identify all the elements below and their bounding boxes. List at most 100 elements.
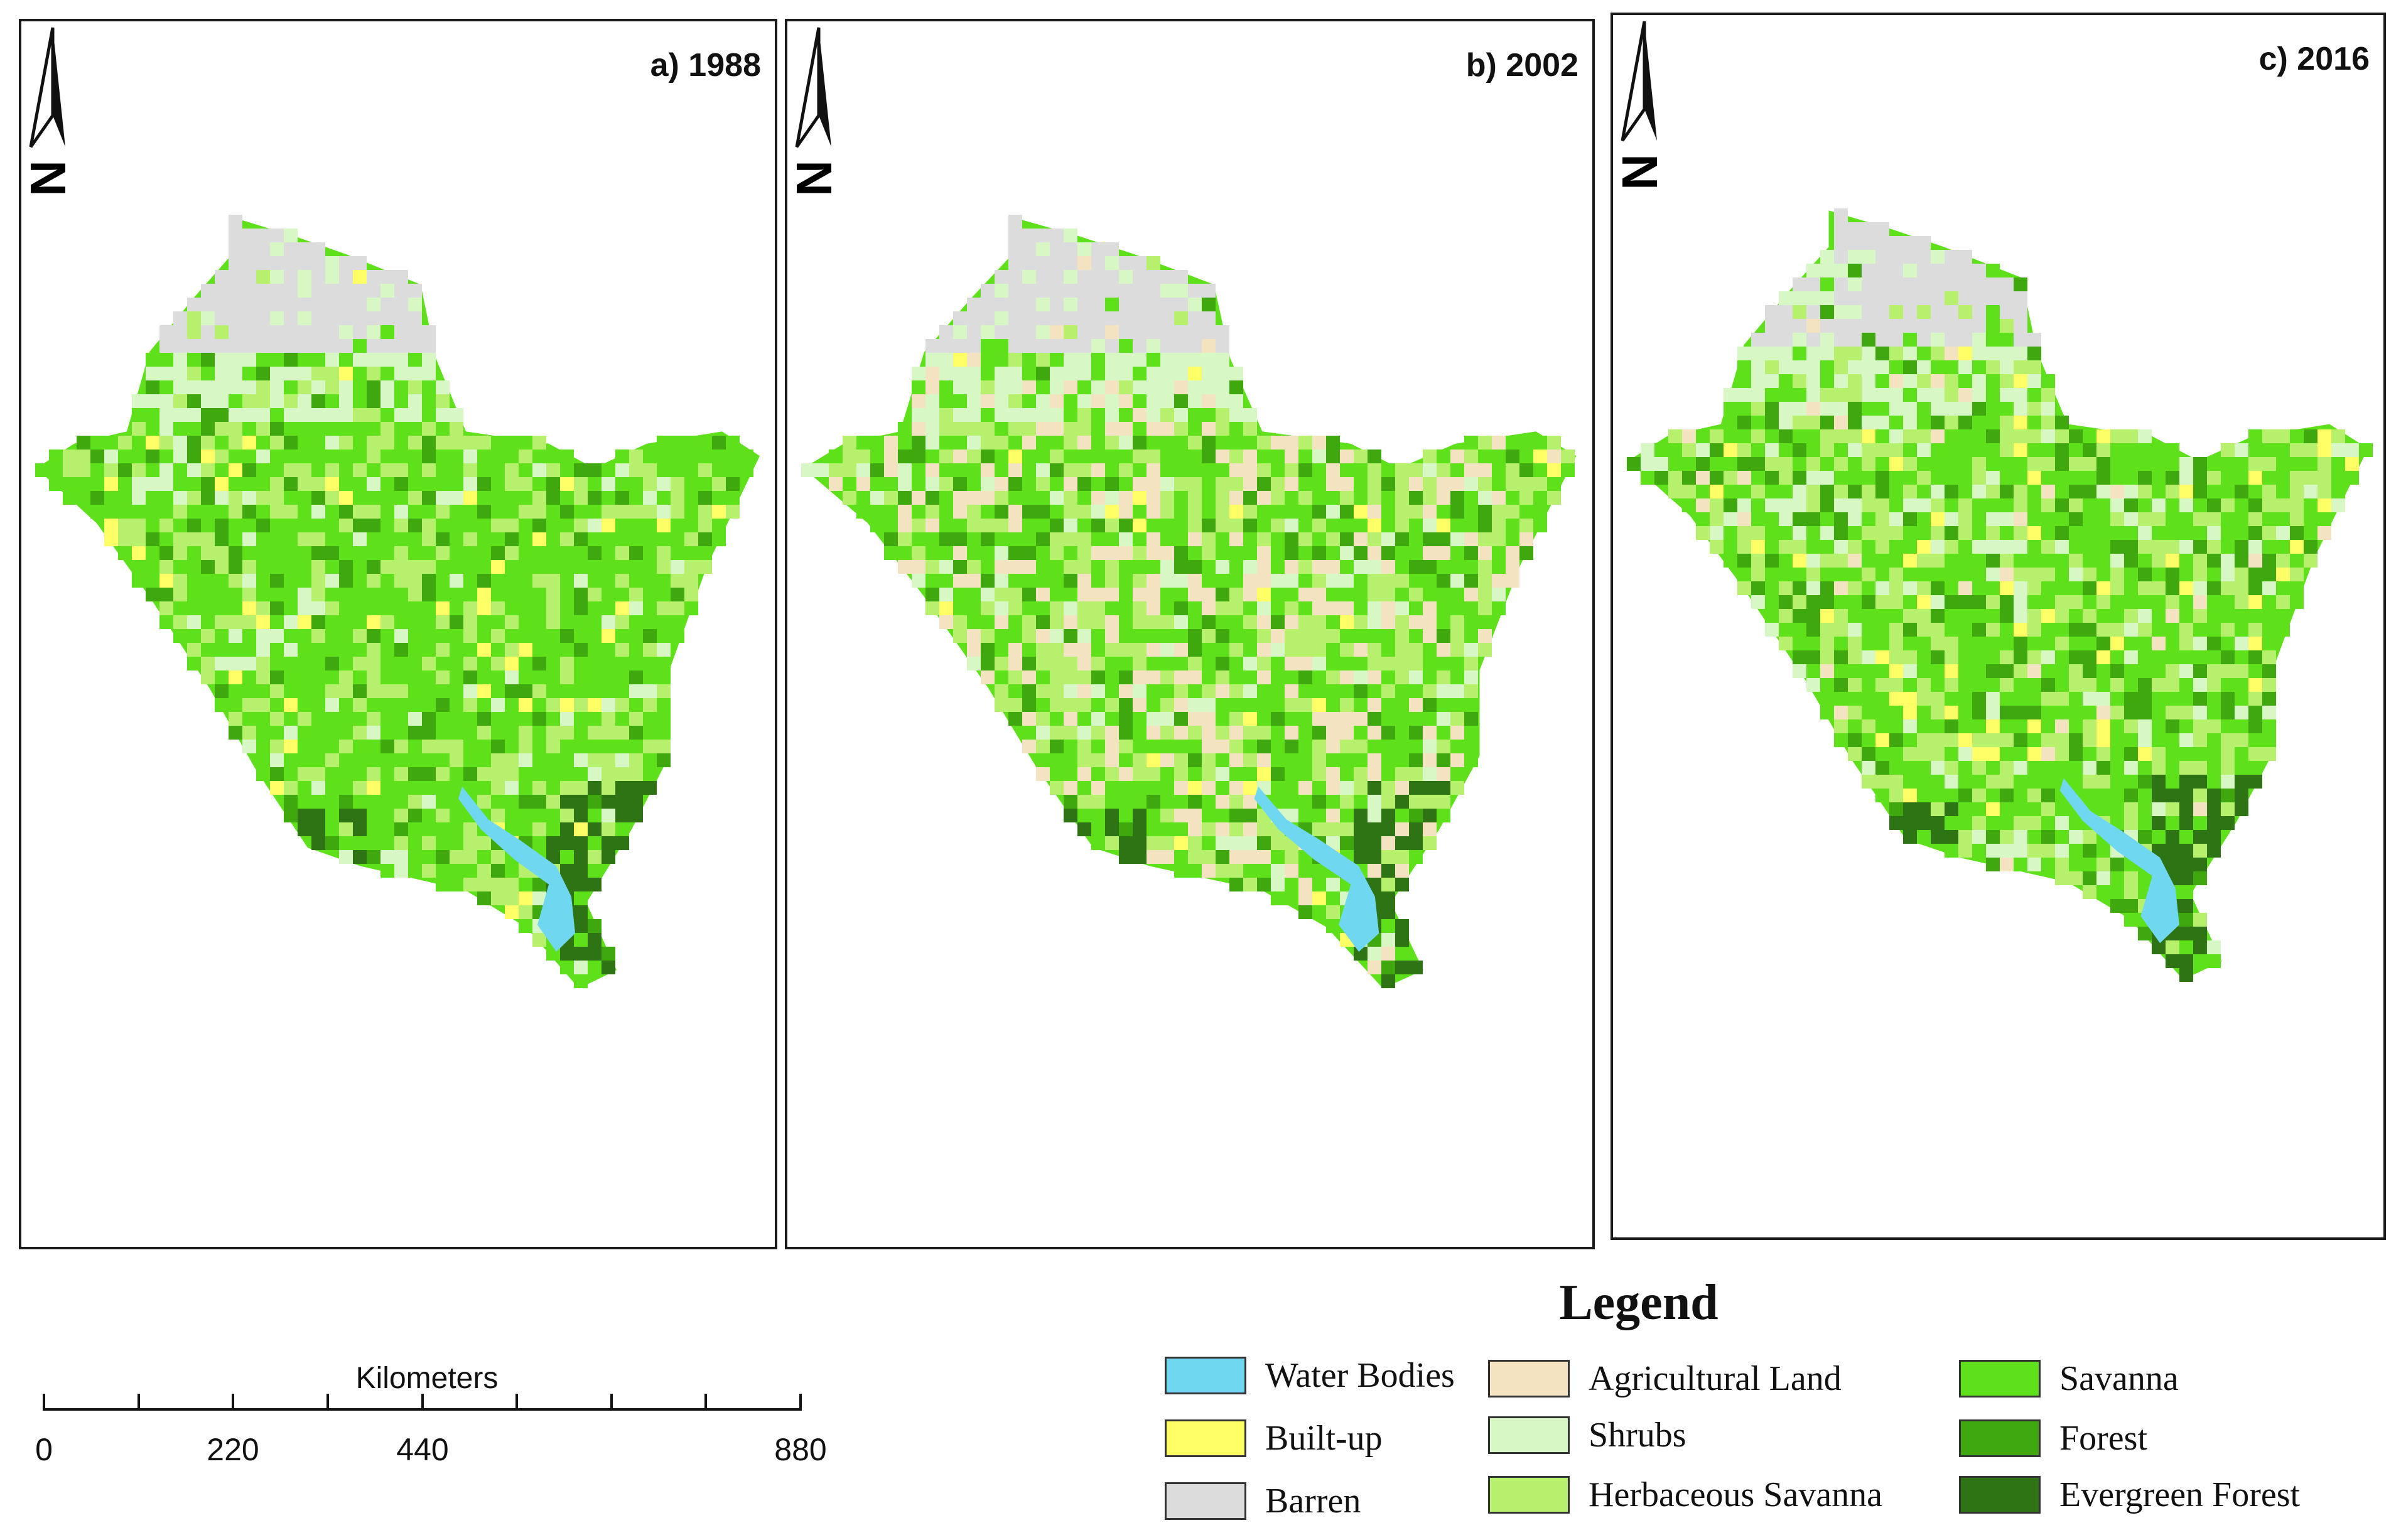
land-cover-cell (615, 740, 629, 753)
land-cover-cell (1931, 789, 1945, 802)
land-cover-cell (1862, 236, 1875, 250)
land-cover-cell (1188, 850, 1202, 864)
land-cover-cell (477, 629, 491, 643)
land-cover-cell (2345, 443, 2359, 457)
land-cover-cell (519, 684, 532, 698)
land-cover-cell (2096, 733, 2110, 747)
land-cover-cell (367, 463, 380, 477)
land-cover-cell (671, 463, 684, 477)
land-cover-cell (1958, 333, 1972, 347)
land-cover-cell (1779, 526, 1793, 540)
land-cover-cell (1395, 809, 1409, 822)
land-cover-cell (394, 519, 408, 532)
land-cover-cell (256, 698, 270, 712)
land-cover-cell (1958, 581, 1972, 595)
land-cover-cell (1737, 540, 1751, 554)
land-cover-cell (505, 532, 519, 546)
land-cover-cell (1298, 726, 1312, 740)
land-cover-cell (1958, 347, 1972, 360)
land-cover-cell (367, 380, 380, 394)
land-cover-cell (1050, 698, 1064, 712)
land-cover-cell (1174, 546, 1188, 560)
land-cover-cell (463, 836, 477, 850)
land-cover-cell (1506, 574, 1519, 588)
land-cover-cell (1008, 670, 1022, 684)
land-cover-cell (1958, 637, 1972, 650)
land-cover-cell (1229, 380, 1243, 394)
land-cover-cell (284, 242, 298, 256)
land-cover-cell (2207, 498, 2221, 512)
land-cover-cell (1105, 615, 1119, 629)
land-cover-cell (201, 505, 215, 519)
land-cover-cell (2248, 706, 2262, 719)
land-cover-cell (1202, 505, 1216, 519)
land-cover-cell (2235, 678, 2248, 692)
land-cover-cell (588, 505, 602, 519)
land-cover-cell (657, 463, 671, 477)
land-cover-cell (2083, 568, 2096, 581)
land-cover-cell (1188, 325, 1202, 339)
land-cover-cell (1202, 353, 1216, 367)
land-cover-cell (229, 477, 242, 491)
land-cover-cell (1395, 601, 1409, 615)
land-cover-cell (1848, 540, 1862, 554)
land-cover-cell (408, 546, 422, 560)
land-cover-cell (1077, 367, 1091, 380)
land-cover-cell (1917, 402, 1931, 416)
land-cover-cell (380, 519, 394, 532)
land-cover-cell (1133, 836, 1147, 850)
land-cover-cell (2041, 844, 2055, 858)
land-cover-cell (450, 532, 463, 546)
land-cover-cell (1972, 360, 1986, 374)
land-cover-cell (284, 588, 298, 601)
land-cover-cell (2179, 692, 2193, 706)
land-cover-cell (1737, 512, 1751, 526)
land-cover-cell (1381, 615, 1395, 629)
land-cover-cell (1875, 706, 1889, 719)
land-cover-cell (491, 670, 505, 684)
land-cover-cell (1147, 367, 1160, 380)
land-cover-cell (1354, 781, 1368, 795)
land-cover-cell (1368, 560, 1381, 574)
land-cover-cell (215, 698, 229, 712)
land-cover-cell (256, 657, 270, 670)
land-cover-cell (380, 726, 394, 740)
land-cover-cell (1409, 560, 1423, 574)
land-cover-cell (104, 463, 118, 477)
land-cover-cell (159, 588, 173, 601)
land-cover-cell (146, 546, 159, 560)
land-cover-cell (2248, 692, 2262, 706)
land-cover-cell (450, 809, 463, 822)
land-cover-cell (519, 436, 532, 450)
land-cover-cell (367, 670, 380, 684)
land-cover-cell (519, 477, 532, 491)
land-cover-cell (1917, 236, 1931, 250)
land-cover-cell (311, 670, 325, 684)
land-cover-cell (463, 657, 477, 670)
land-cover-cell (1958, 429, 1972, 443)
land-cover-cell (1917, 802, 1931, 816)
land-cover-cell (1368, 491, 1381, 505)
land-cover-cell (118, 532, 132, 546)
land-cover-cell (284, 601, 298, 615)
land-cover-cell (339, 615, 353, 629)
land-cover-cell (1036, 505, 1050, 519)
land-cover-cell (1464, 629, 1478, 643)
land-cover-cell (2235, 595, 2248, 609)
land-cover-cell (1119, 436, 1133, 450)
land-cover-cell (643, 726, 657, 740)
land-cover-cell (1875, 623, 1889, 637)
land-cover-cell (2041, 706, 2055, 719)
land-cover-cell (1945, 637, 1958, 650)
land-cover-cell (615, 532, 629, 546)
land-cover-cell (1271, 532, 1285, 546)
land-cover-cell (1174, 850, 1188, 864)
land-cover-cell (1285, 712, 1298, 726)
land-cover-cell (353, 477, 367, 491)
land-cover-cell (870, 519, 884, 532)
land-cover-cell (1064, 601, 1077, 615)
land-cover-cell (1133, 256, 1147, 270)
land-cover-cell (1889, 250, 1903, 264)
land-cover-cell (159, 477, 173, 491)
land-cover-cell (450, 615, 463, 629)
